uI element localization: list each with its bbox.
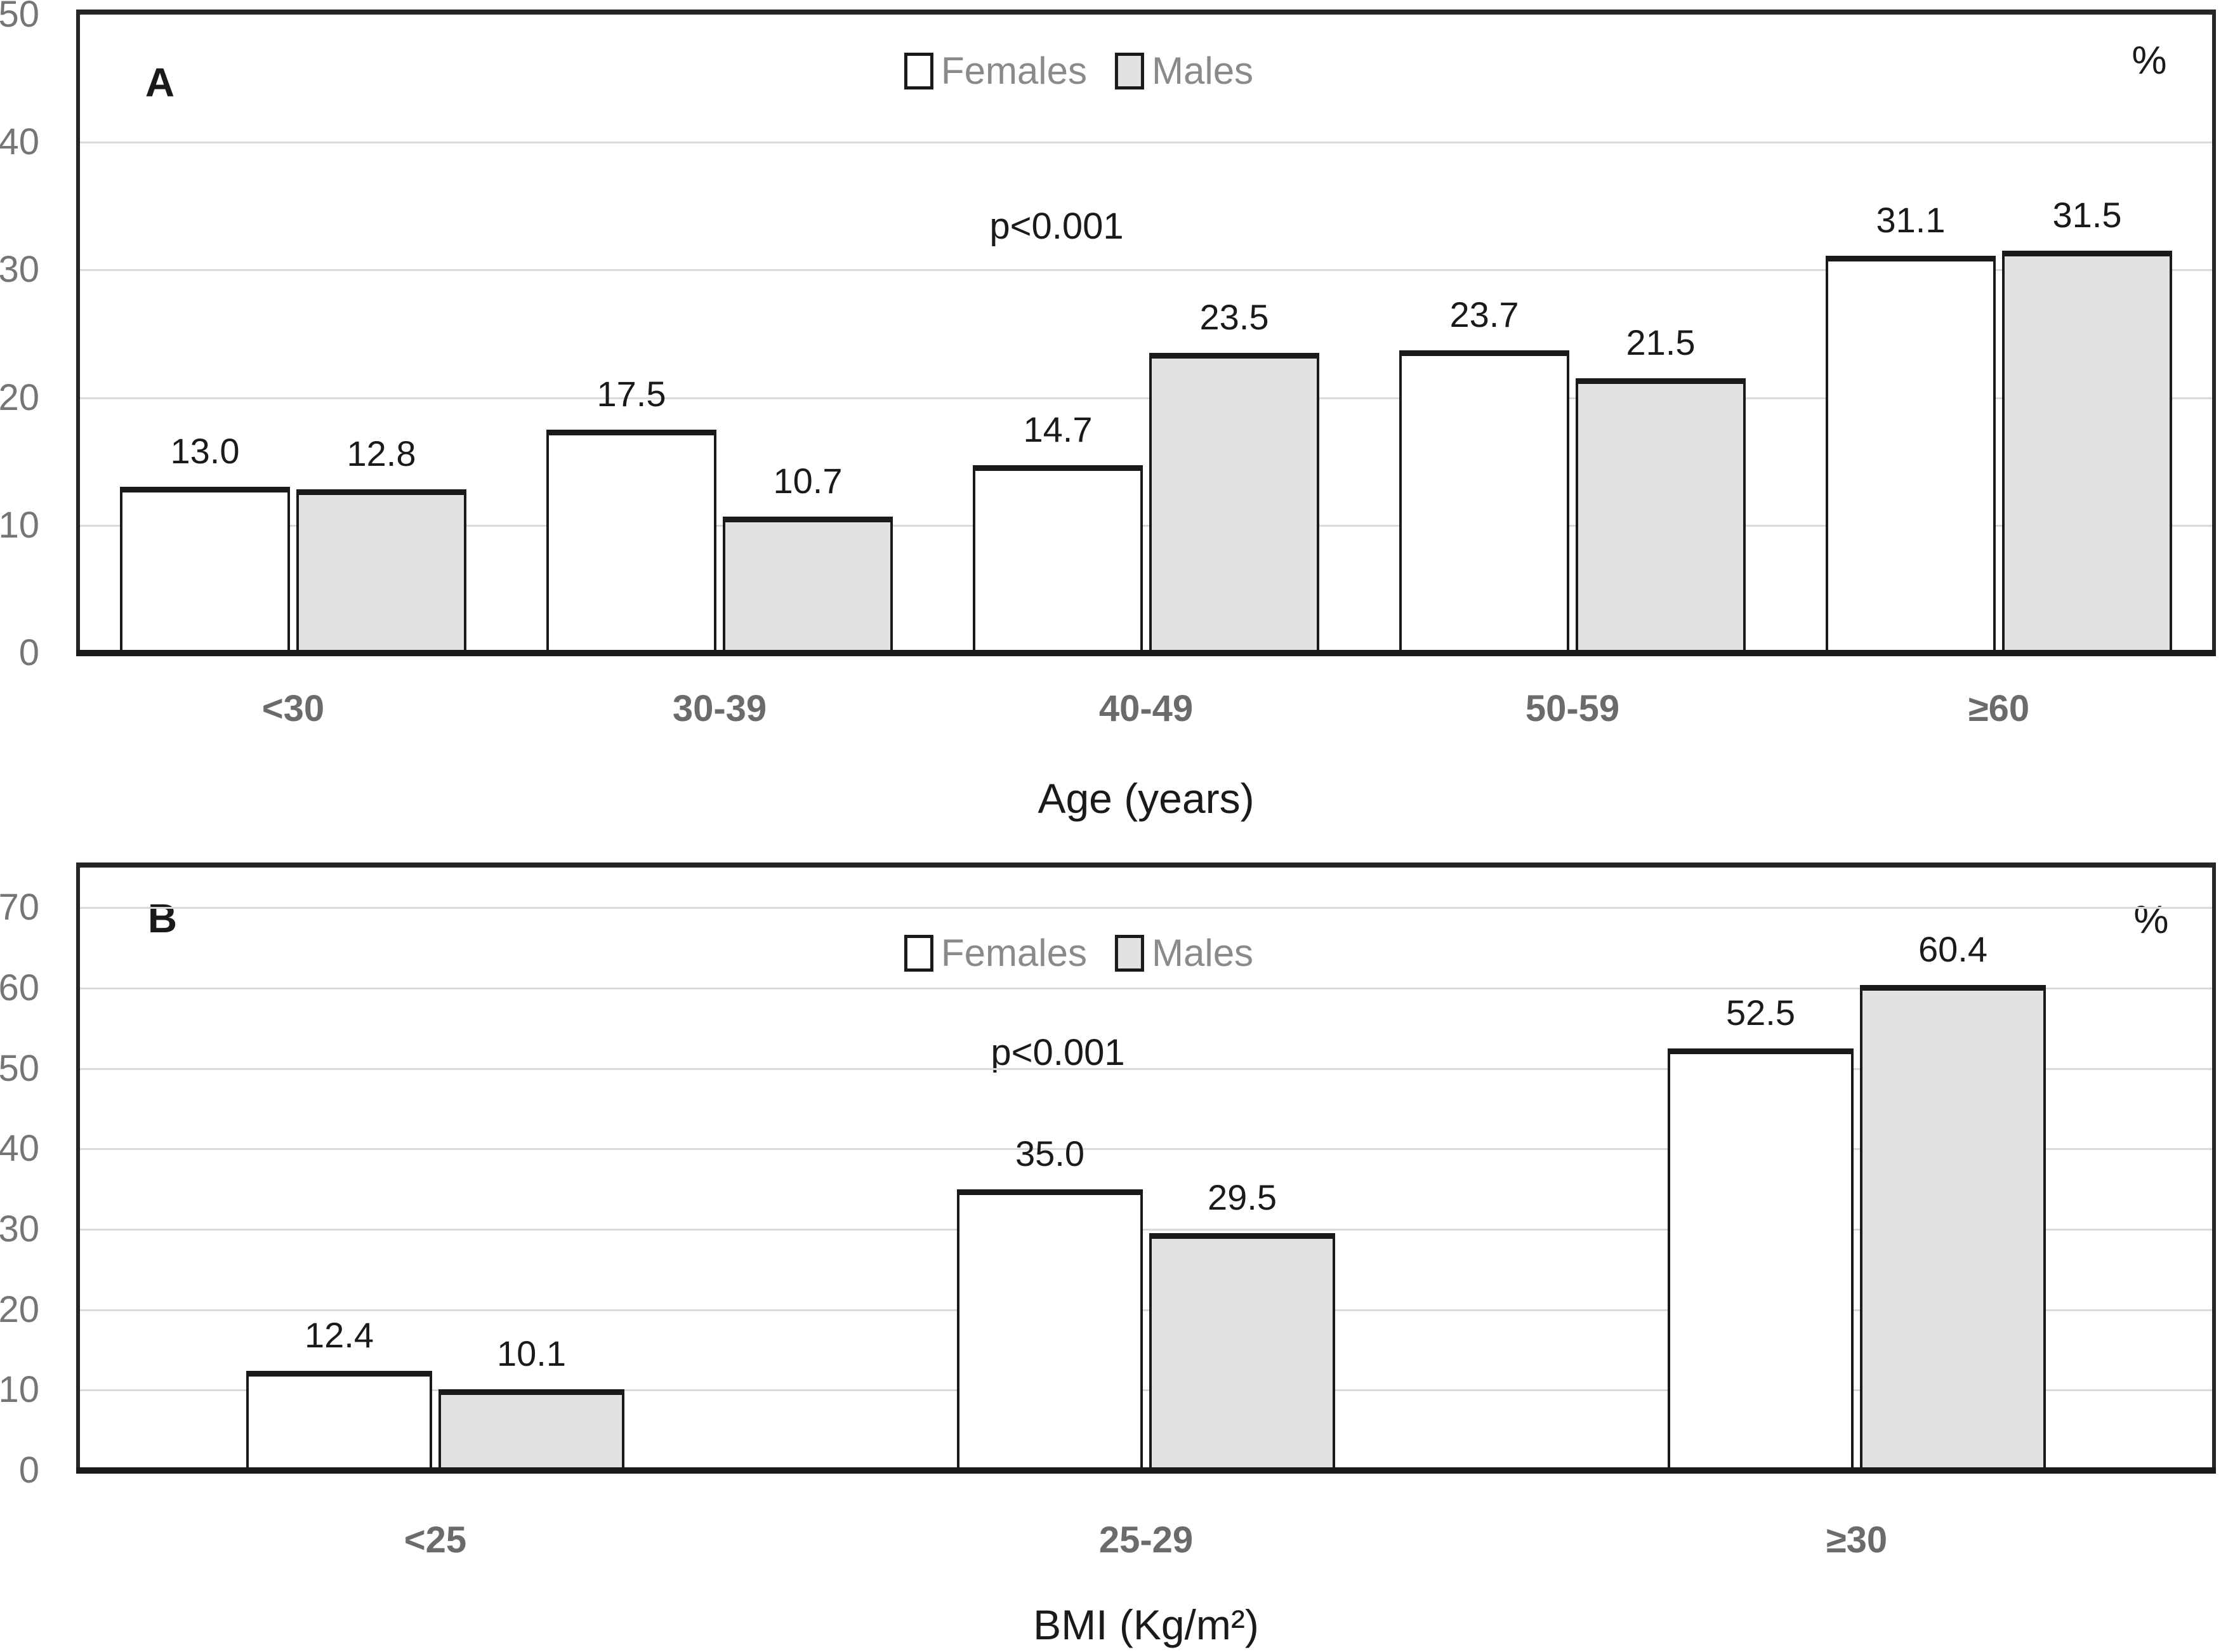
bar-females-30 bbox=[1668, 1048, 1854, 1470]
gridline-20 bbox=[80, 397, 2212, 399]
gridline-60 bbox=[80, 988, 2212, 989]
legend-a: Females Males bbox=[904, 52, 1253, 90]
y-tick-label: 20 bbox=[0, 376, 39, 418]
legend-swatch-females bbox=[904, 53, 933, 89]
value-label-males-30: 12.8 bbox=[346, 433, 416, 474]
value-label-females-30: 13.0 bbox=[170, 431, 240, 472]
legend-b: Females Males bbox=[904, 934, 1253, 972]
gridline-20 bbox=[80, 1309, 2212, 1311]
legend-item-males: Males bbox=[1115, 52, 1253, 90]
x-tick-label-25: <25 bbox=[404, 1519, 467, 1561]
gridline-50 bbox=[80, 1067, 2212, 1070]
plot-area-b bbox=[76, 862, 2216, 1470]
bar-females-30 bbox=[120, 487, 290, 653]
x-tick-label-60: ≥60 bbox=[1968, 688, 2030, 729]
x-axis-title-bmi: BMI (Kg/m²) bbox=[1033, 1601, 1259, 1648]
bar-males-4049 bbox=[1149, 353, 1319, 653]
panel-label-b: B bbox=[147, 895, 178, 941]
x-tick-label-5059: 50-59 bbox=[1525, 688, 1620, 729]
legend-label-females: Females bbox=[940, 50, 1088, 92]
value-label-females-3039: 17.5 bbox=[596, 373, 666, 414]
bar-males-60 bbox=[2002, 251, 2172, 653]
legend-label-males: Males bbox=[1152, 50, 1254, 92]
value-label-males-5059: 21.5 bbox=[1626, 322, 1696, 363]
gridline-30 bbox=[80, 1229, 2212, 1231]
y-tick-label: 10 bbox=[0, 1369, 39, 1411]
bar-males-3039 bbox=[723, 516, 893, 653]
value-label-males-25: 10.1 bbox=[497, 1333, 566, 1374]
y-tick-label: 50 bbox=[0, 1047, 39, 1089]
gridline-10 bbox=[80, 524, 2212, 527]
y-tick-label: 60 bbox=[0, 967, 39, 1008]
gridline-10 bbox=[80, 1389, 2212, 1392]
gridline-40 bbox=[80, 142, 2212, 144]
y-tick-label: 70 bbox=[0, 887, 39, 928]
gridline-70 bbox=[80, 907, 2212, 909]
y-tick-label: 30 bbox=[0, 1208, 39, 1250]
bar-females-3039 bbox=[546, 429, 716, 653]
y-tick-label: 30 bbox=[0, 249, 39, 291]
bar-females-25 bbox=[246, 1370, 432, 1470]
legend-label-females: Females bbox=[940, 932, 1088, 974]
bar-males-30 bbox=[1860, 984, 2046, 1470]
bar-females-2529 bbox=[957, 1189, 1143, 1470]
plot-area-a bbox=[76, 10, 2216, 653]
y-tick-label: 0 bbox=[18, 632, 39, 673]
value-label-females-30: 52.5 bbox=[1726, 993, 1795, 1033]
legend-swatch-females bbox=[904, 935, 933, 972]
panel-label-a: A bbox=[145, 60, 175, 105]
bar-males-30 bbox=[296, 489, 466, 653]
value-label-females-2529: 35.0 bbox=[1015, 1133, 1084, 1173]
bar-females-4049 bbox=[973, 465, 1143, 653]
x-tick-label-3039: 30-39 bbox=[672, 688, 767, 729]
bar-females-60 bbox=[1826, 256, 1996, 653]
legend-swatch-males bbox=[1115, 935, 1145, 972]
y-tick-label: 10 bbox=[0, 504, 39, 546]
y-tick-label: 40 bbox=[0, 1128, 39, 1170]
y-tick-label: 0 bbox=[18, 1450, 39, 1491]
value-label-males-4049: 23.5 bbox=[1199, 297, 1269, 338]
gridline-30 bbox=[80, 269, 2212, 272]
gridline-40 bbox=[80, 1148, 2212, 1151]
value-label-females-60: 31.1 bbox=[1876, 200, 1946, 241]
y-tick-label: 20 bbox=[0, 1288, 39, 1330]
percent-unit-label-a: % bbox=[2132, 39, 2167, 83]
x-tick-label-2529: 25-29 bbox=[1098, 1519, 1194, 1561]
bar-males-2529 bbox=[1149, 1233, 1335, 1470]
percent-unit-label-b: % bbox=[2133, 898, 2169, 942]
x-tick-label-30: ≥30 bbox=[1826, 1519, 1888, 1561]
x-tick-label-30: <30 bbox=[261, 688, 325, 729]
y-tick-label: 40 bbox=[0, 121, 39, 163]
value-label-females-5059: 23.7 bbox=[1449, 294, 1519, 335]
bar-males-5059 bbox=[1576, 378, 1746, 653]
value-label-females-4049: 14.7 bbox=[1023, 409, 1093, 450]
value-label-males-60: 31.5 bbox=[2052, 195, 2122, 235]
y-tick-label: 50 bbox=[0, 0, 39, 35]
x-axis-line-b bbox=[76, 1467, 2216, 1474]
value-label-males-2529: 29.5 bbox=[1208, 1177, 1277, 1218]
value-label-males-3039: 10.7 bbox=[773, 460, 843, 501]
legend-item-males: Males bbox=[1115, 934, 1253, 972]
legend-swatch-males bbox=[1115, 53, 1145, 89]
p-value-annotation-a: p<0.001 bbox=[989, 206, 1124, 247]
value-label-females-25: 12.4 bbox=[305, 1314, 374, 1355]
x-axis-title-age: Age (years) bbox=[1038, 775, 1255, 822]
value-label-males-30: 60.4 bbox=[1918, 928, 1987, 969]
legend-item-females: Females bbox=[904, 52, 1087, 90]
bar-males-25 bbox=[438, 1389, 624, 1470]
x-axis-line-a bbox=[76, 650, 2216, 656]
legend-label-males: Males bbox=[1152, 932, 1254, 974]
legend-item-females: Females bbox=[904, 934, 1087, 972]
x-tick-label-4049: 40-49 bbox=[1098, 688, 1194, 729]
p-value-annotation-b: p<0.001 bbox=[991, 1032, 1125, 1073]
bar-females-5059 bbox=[1399, 350, 1569, 653]
